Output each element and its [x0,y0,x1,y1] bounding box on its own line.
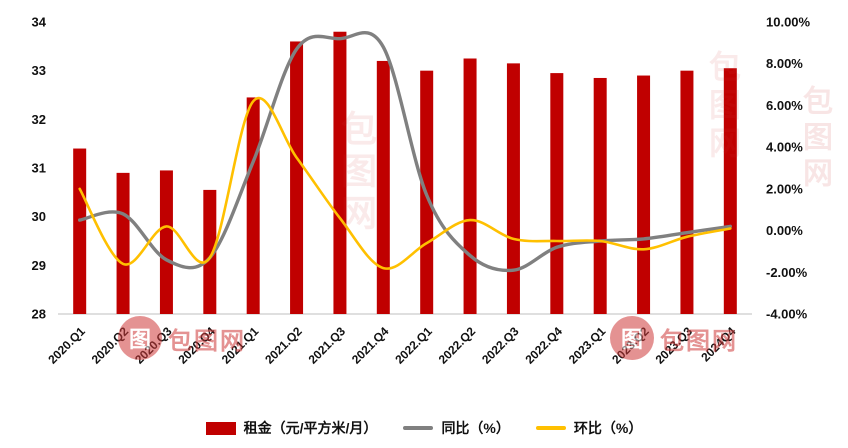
x-axis-label: 2020.Q2 [89,324,132,367]
right-axis-tick: -4.00% [766,307,808,322]
qoq-line [78,97,732,270]
rent-bar [376,60,390,314]
rent-bar [550,73,564,314]
legend-label-qoq: 环比（%） [573,420,643,436]
rent-bar [246,97,260,314]
x-axis-label: 2020.Q4 [175,324,218,367]
left-axis-tick: 29 [32,258,46,273]
legend-label-rent: 租金（元/平方米/月） [243,420,378,436]
x-axis-label: 2022.Q4 [522,324,565,367]
legend-item-rent[interactable]: 租金（元/平方米/月） [205,418,378,438]
legend-item-yoy[interactable]: 同比（%） [403,418,510,438]
x-axis-label: 2022.Q3 [479,324,522,367]
right-axis-tick: 4.00% [766,140,803,155]
left-axis-tick: 30 [32,209,46,224]
rent-bar [637,75,651,315]
yoy-line [78,31,732,273]
rent-bar [203,189,217,314]
chart-legend: 租金（元/平方米/月） 同比（%） 环比（%） [0,418,848,438]
right-axis-tick: 6.00% [766,98,803,113]
x-axis-label: 2024Q4 [698,324,738,364]
legend-bar-swatch [205,421,236,435]
x-axis-label: 2021.Q3 [306,324,349,367]
legend-item-qoq[interactable]: 环比（%） [535,418,643,438]
right-axis-tick: 2.00% [766,181,803,196]
x-axis-label: 2020.Q1 [45,324,88,367]
rent-bar [116,172,130,314]
right-axis-tick: -2.00% [766,265,808,280]
x-axis-label: 2022.Q2 [436,324,479,367]
left-axis-tick: 28 [32,307,46,322]
left-axis-tick: 31 [32,161,46,176]
rent-bar [680,70,694,315]
left-axis-tick: 33 [32,63,46,78]
rent-bar [159,170,173,314]
rent-bar [723,68,737,314]
right-axis-tick: 0.00% [766,223,803,238]
legend-line-swatch-yoy [403,426,434,430]
x-axis-label: 2022.Q1 [392,324,435,367]
right-axis-tick: 8.00% [766,56,803,71]
rent-bar [593,77,607,314]
x-axis-label: 2023.Q1 [566,324,609,367]
rent-bar [290,41,304,314]
x-axis-label: 2021.Q2 [262,324,305,367]
x-axis-label: 2023.Q3 [653,324,696,367]
x-axis-label: 2023.Q2 [609,324,652,367]
x-axis-label: 2021.Q4 [349,324,392,367]
x-axis-label: 2021.Q1 [219,324,262,367]
legend-label-yoy: 同比（%） [441,420,510,436]
rent-bar [506,63,520,314]
x-axis-label: 2020.Q3 [132,324,175,367]
left-axis-tick: 32 [32,112,46,127]
rent-bar [333,31,347,314]
rent-bar [463,58,477,314]
legend-line-swatch-qoq [535,426,566,430]
left-axis-tick: 34 [32,15,47,30]
rent-bar [73,148,87,314]
right-axis-tick: 10.00% [766,15,811,30]
